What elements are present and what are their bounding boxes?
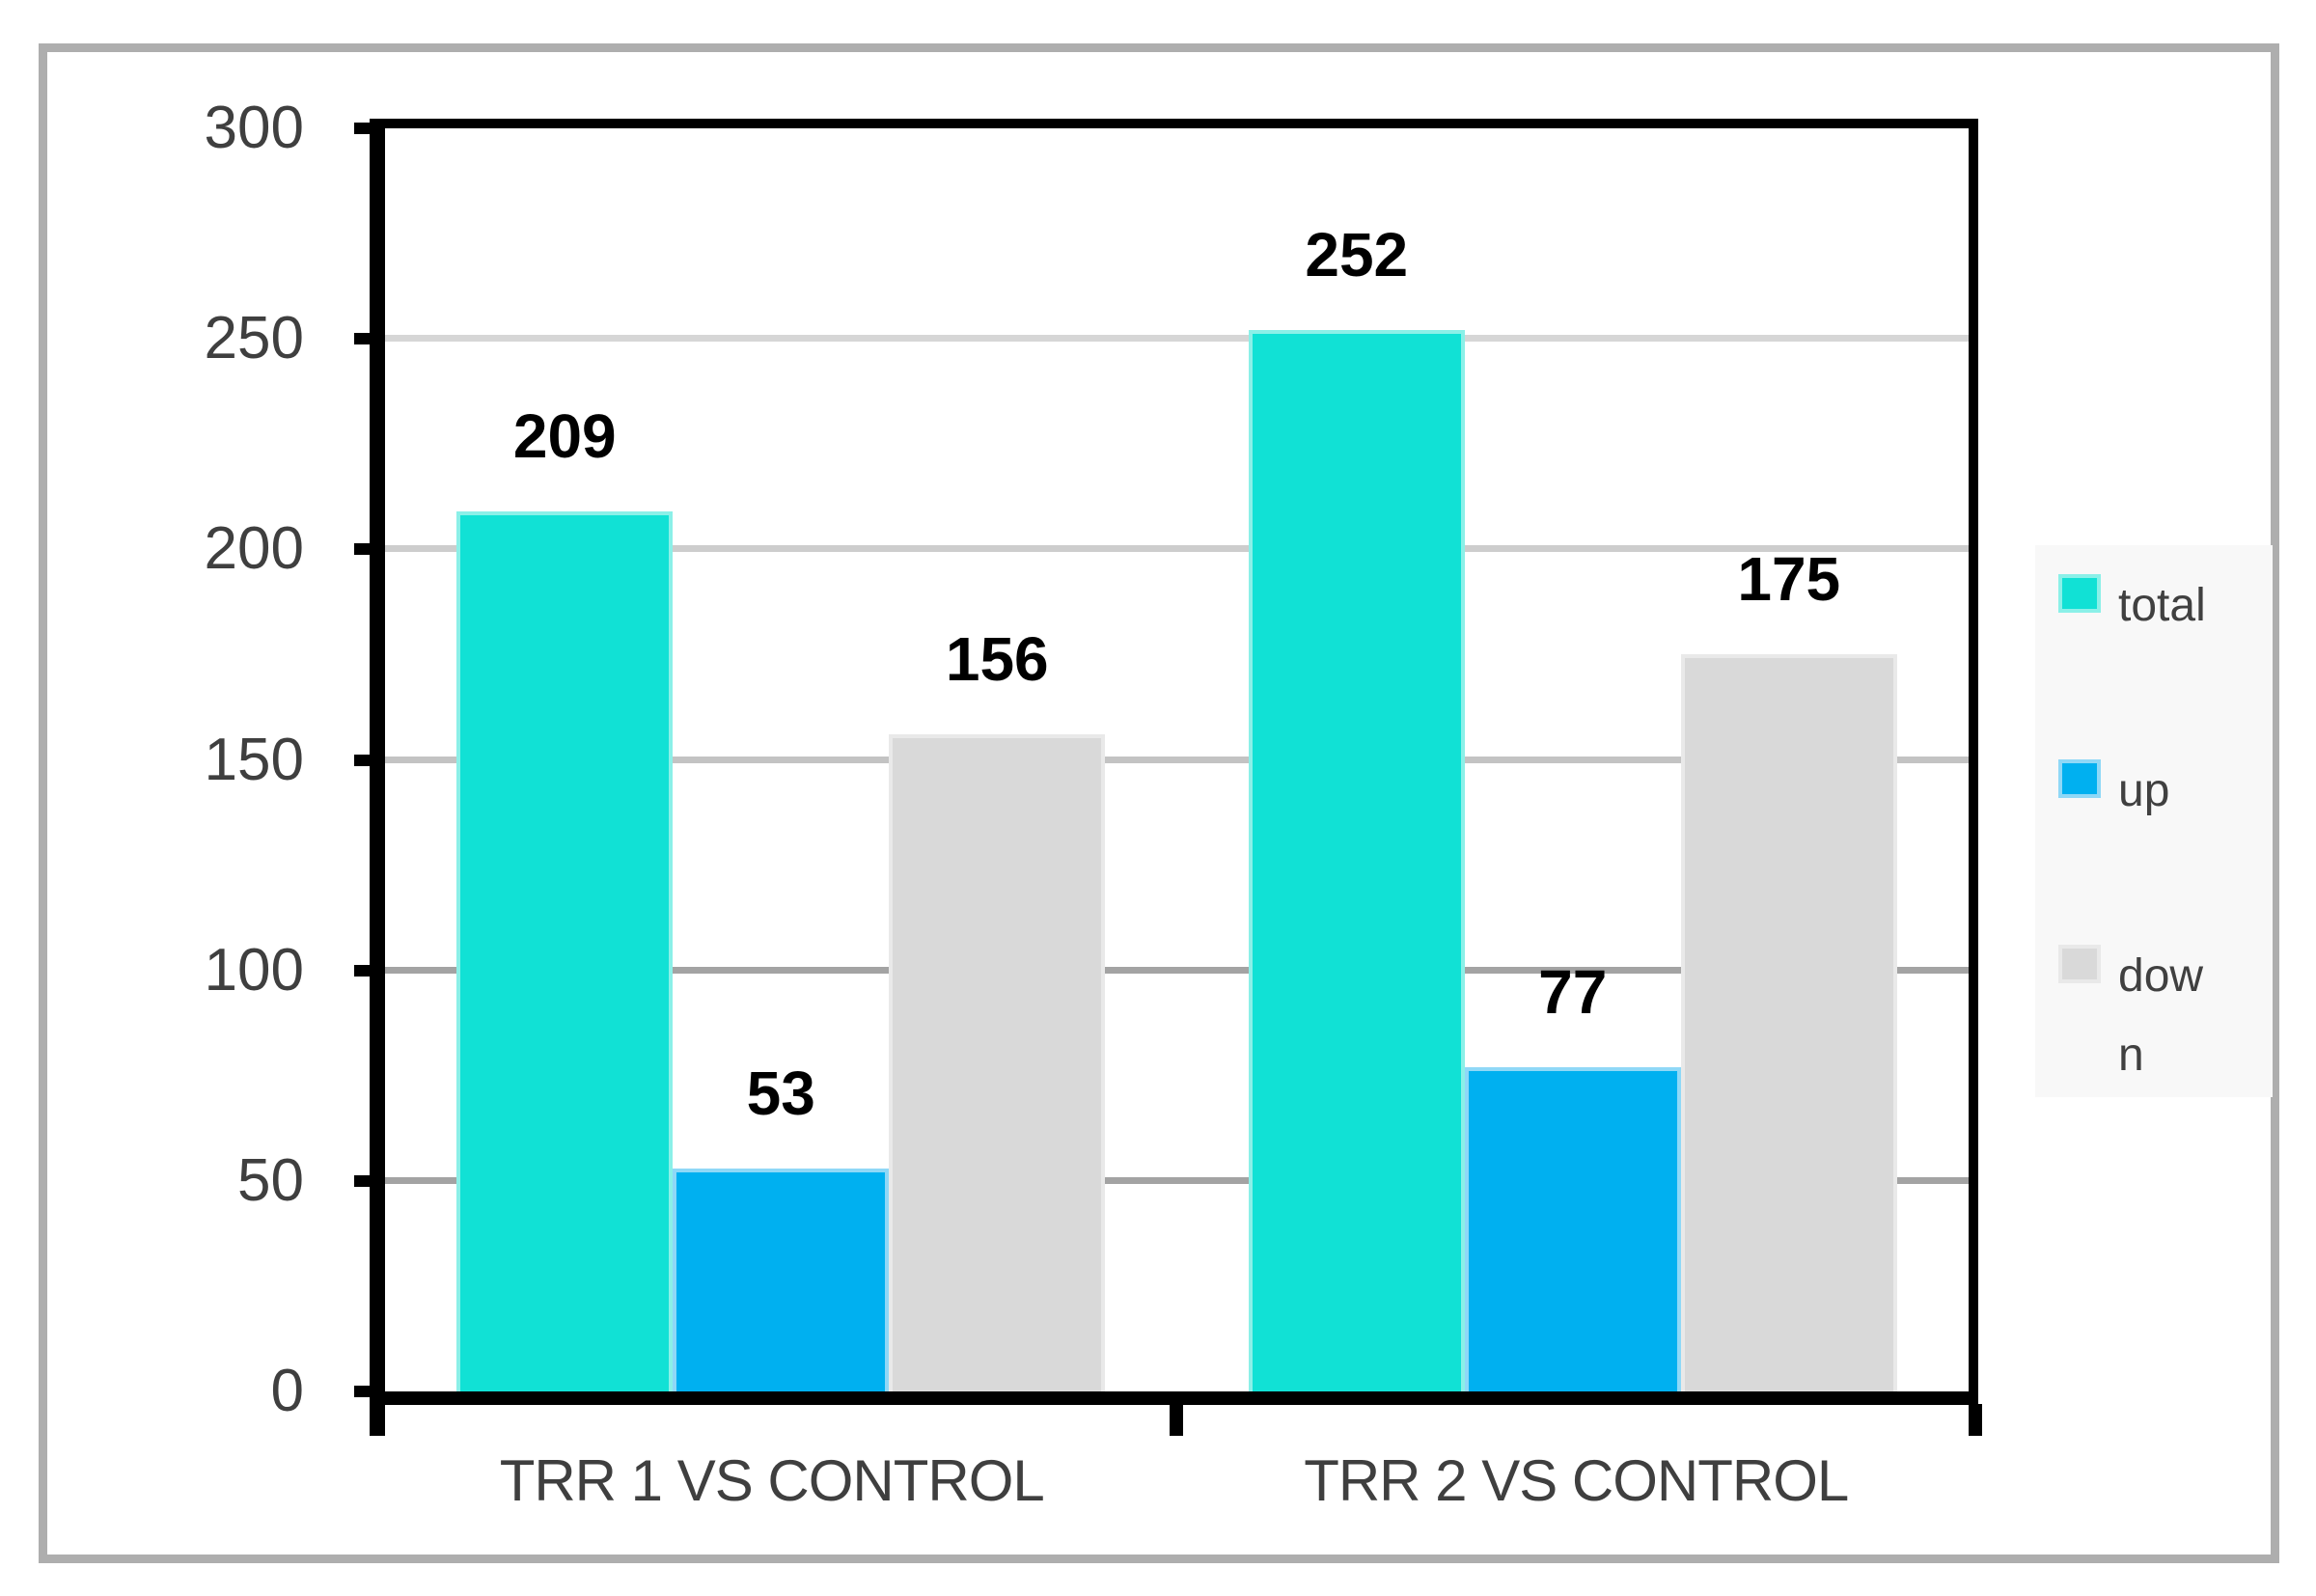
legend-swatch-total [2058, 574, 2101, 613]
gridlines [385, 128, 1969, 1391]
y-tick-mark [354, 1174, 370, 1187]
bar-total: 252 [1248, 224, 1465, 1391]
bar-value-label: 53 [746, 1058, 815, 1128]
gridline [385, 545, 1969, 553]
bar-value-label: 175 [1737, 544, 1841, 615]
bar-value-label: 252 [1305, 220, 1409, 290]
x-tick-mark [370, 1404, 385, 1436]
y-tick-mark [354, 754, 370, 766]
y-tick-label: 0 [270, 1358, 304, 1424]
y-tick-mark [354, 333, 370, 345]
bar-group: 252 77 175 [1177, 128, 1970, 1391]
category-label: TRR 1 VS CONTROL [499, 1448, 1045, 1513]
bar-value-label: 77 [1538, 957, 1608, 1028]
bar-down: 175 [1680, 548, 1897, 1391]
legend-label: down [2118, 950, 2204, 1081]
category-label: TRR 2 VS CONTROL [1304, 1448, 1849, 1513]
y-tick-label: 50 [237, 1146, 304, 1214]
legend-label: up [2118, 765, 2170, 816]
x-tick-mark [1170, 1404, 1183, 1436]
y-tick-mark [354, 1386, 370, 1397]
y-tick-label: 200 [204, 515, 304, 583]
bar-up: 77 [1464, 961, 1681, 1391]
legend-item-up: up [2058, 752, 2228, 831]
y-tick-label: 100 [204, 936, 304, 1004]
bar-group: 209 53 156 [385, 128, 1177, 1391]
y-axis-ticks [0, 123, 385, 1397]
gridline [385, 756, 1969, 763]
y-tick-mark [354, 964, 370, 977]
y-tick-mark [354, 123, 370, 134]
legend-label: total [2118, 580, 2206, 631]
bar-down: 156 [889, 628, 1106, 1391]
plot-area: 209 53 156 252 77 175 [370, 119, 1978, 1405]
y-tick-mark [354, 543, 370, 556]
bar-value-label: 156 [945, 624, 1049, 695]
y-tick-label: 250 [204, 305, 304, 372]
bar-value-label: 209 [512, 401, 617, 472]
bar-total: 209 [456, 405, 674, 1391]
bar-groups: 209 53 156 252 77 175 [385, 128, 1969, 1391]
legend-item-total: total [2058, 566, 2228, 646]
legend-item-down: down [2058, 937, 2228, 1094]
gridline [385, 1176, 1969, 1184]
bar-up: 53 [673, 1062, 890, 1391]
x-axis-labels: TRR 1 VS CONTROL TRR 2 VS CONTROL [370, 1449, 1978, 1513]
legend: total up down [2035, 545, 2273, 1097]
x-tick-mark [1969, 1404, 1982, 1436]
legend-swatch-down [2058, 945, 2101, 983]
legend-swatch-up [2058, 759, 2101, 798]
gridline [385, 966, 1969, 974]
y-tick-label: 300 [204, 95, 304, 161]
y-axis-labels: 0 50 100 150 200 250 300 [0, 98, 333, 1421]
gridline [385, 335, 1969, 343]
y-tick-label: 150 [204, 726, 304, 793]
